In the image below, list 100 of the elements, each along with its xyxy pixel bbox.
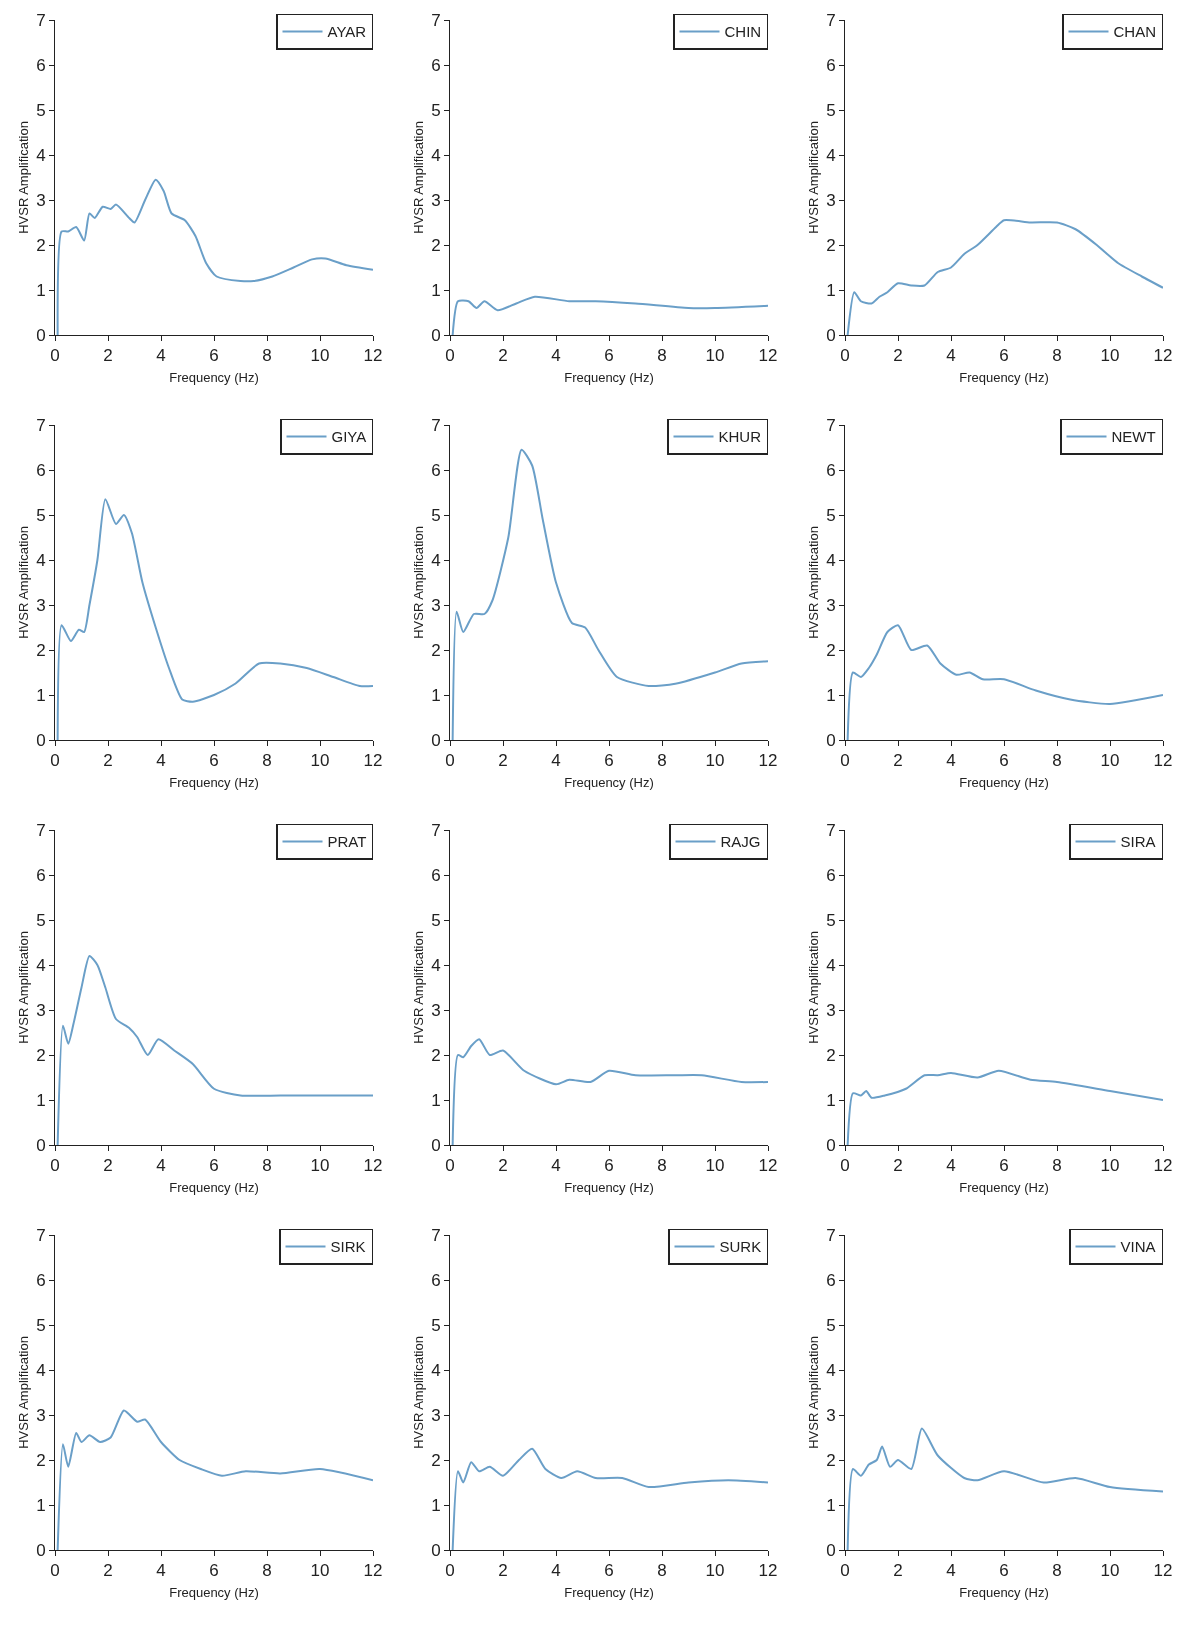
y-tick-label: 1 xyxy=(431,685,441,705)
x-axis-title: Frequency (Hz) xyxy=(169,775,259,790)
y-tick-label: 2 xyxy=(431,235,441,255)
y-tick-label: 0 xyxy=(826,325,836,345)
x-tick-label: 8 xyxy=(657,346,667,366)
y-tick-label: 3 xyxy=(826,190,836,210)
y-tick-label: 2 xyxy=(826,1450,836,1470)
x-tick-label: 12 xyxy=(363,751,383,771)
y-tick-label: 7 xyxy=(431,415,441,435)
y-tick-label: 7 xyxy=(431,1225,441,1245)
legend-label: GIYA xyxy=(331,428,367,446)
y-tick-label: 5 xyxy=(36,910,46,930)
y-axis-title: HVSR Amplification xyxy=(16,1336,32,1449)
y-axis-title: HVSR Amplification xyxy=(16,526,32,639)
legend-label: SURK xyxy=(719,1238,762,1256)
x-tick-label: 8 xyxy=(657,751,667,771)
x-tick-label: 8 xyxy=(1052,1156,1062,1176)
y-tick-label: 3 xyxy=(36,190,46,210)
x-tick-label: 6 xyxy=(604,751,614,771)
x-tick-label: 4 xyxy=(156,346,166,366)
x-tick-label: 12 xyxy=(363,1156,383,1176)
y-tick-label: 6 xyxy=(431,1270,441,1290)
y-axis-title: HVSR Amplification xyxy=(806,931,822,1044)
y-tick-label: 4 xyxy=(431,955,441,975)
y-axis-title: HVSR Amplification xyxy=(16,121,32,234)
y-tick-label: 4 xyxy=(431,1360,441,1380)
y-tick-label: 5 xyxy=(431,100,441,120)
y-tick-label: 3 xyxy=(431,1405,441,1425)
y-tick-label: 4 xyxy=(36,1360,46,1380)
x-tick-label: 2 xyxy=(498,751,508,771)
y-axis-title: HVSR Amplification xyxy=(411,1336,427,1449)
x-tick-label: 4 xyxy=(156,751,166,771)
legend-label: SIRK xyxy=(330,1238,366,1256)
x-tick-label: 4 xyxy=(551,1561,561,1581)
y-tick-label: 0 xyxy=(826,1135,836,1155)
y-tick-label: 6 xyxy=(36,1270,46,1290)
y-axis-title: HVSR Amplification xyxy=(806,121,822,234)
x-tick-label: 10 xyxy=(310,346,330,366)
y-tick-label: 7 xyxy=(431,10,441,30)
y-tick-label: 6 xyxy=(826,865,836,885)
y-tick-label: 1 xyxy=(826,280,836,300)
x-tick-label: 6 xyxy=(604,1156,614,1176)
x-tick-label: 6 xyxy=(604,346,614,366)
y-tick-label: 2 xyxy=(826,640,836,660)
legend-label: NEWT xyxy=(1111,428,1156,446)
y-tick-label: 1 xyxy=(36,1090,46,1110)
x-tick-label: 8 xyxy=(1052,1561,1062,1581)
x-tick-label: 10 xyxy=(1100,751,1120,771)
y-tick-label: 1 xyxy=(431,1495,441,1515)
y-tick-label: 7 xyxy=(826,415,836,435)
y-axis-title: HVSR Amplification xyxy=(411,121,427,234)
x-tick-label: 0 xyxy=(50,1561,60,1581)
y-tick-label: 6 xyxy=(826,55,836,75)
y-tick-label: 7 xyxy=(826,1225,836,1245)
y-tick-label: 0 xyxy=(431,730,441,750)
y-tick-label: 6 xyxy=(431,55,441,75)
legend-label: RAJG xyxy=(720,833,761,851)
x-tick-label: 6 xyxy=(604,1561,614,1581)
y-tick-label: 5 xyxy=(826,505,836,525)
y-tick-label: 1 xyxy=(431,1090,441,1110)
x-tick-label: 4 xyxy=(156,1156,166,1176)
y-tick-label: 6 xyxy=(826,1270,836,1290)
x-tick-label: 10 xyxy=(310,1561,330,1581)
y-tick-label: 3 xyxy=(826,1000,836,1020)
x-tick-label: 10 xyxy=(310,751,330,771)
legend-label: CHIN xyxy=(724,23,762,41)
x-tick-label: 4 xyxy=(551,751,561,771)
x-tick-label: 6 xyxy=(999,751,1009,771)
y-tick-label: 1 xyxy=(36,1495,46,1515)
y-tick-label: 4 xyxy=(431,145,441,165)
y-tick-label: 4 xyxy=(36,955,46,975)
legend-label: CHAN xyxy=(1113,23,1157,41)
x-tick-label: 8 xyxy=(1052,346,1062,366)
y-tick-label: 5 xyxy=(36,100,46,120)
y-tick-label: 5 xyxy=(826,1315,836,1335)
x-tick-label: 8 xyxy=(262,346,272,366)
x-tick-label: 2 xyxy=(498,1156,508,1176)
y-axis-title: HVSR Amplification xyxy=(411,526,427,639)
y-tick-label: 4 xyxy=(826,550,836,570)
x-tick-label: 12 xyxy=(758,1156,778,1176)
x-tick-label: 0 xyxy=(840,1156,850,1176)
x-tick-label: 0 xyxy=(50,1156,60,1176)
x-tick-label: 0 xyxy=(50,346,60,366)
y-tick-label: 0 xyxy=(36,730,46,750)
x-axis-title: Frequency (Hz) xyxy=(169,1180,259,1195)
y-tick-label: 3 xyxy=(826,595,836,615)
y-tick-label: 7 xyxy=(36,820,46,840)
x-tick-label: 10 xyxy=(1100,1156,1120,1176)
y-tick-label: 0 xyxy=(431,325,441,345)
y-tick-label: 0 xyxy=(826,730,836,750)
y-tick-label: 5 xyxy=(431,1315,441,1335)
y-tick-label: 1 xyxy=(36,280,46,300)
x-tick-label: 2 xyxy=(498,346,508,366)
y-tick-label: 5 xyxy=(826,100,836,120)
x-tick-label: 8 xyxy=(262,751,272,771)
y-tick-label: 1 xyxy=(826,1495,836,1515)
y-tick-label: 6 xyxy=(36,55,46,75)
x-tick-label: 6 xyxy=(999,1561,1009,1581)
x-tick-label: 0 xyxy=(840,1561,850,1581)
x-tick-label: 12 xyxy=(758,751,778,771)
